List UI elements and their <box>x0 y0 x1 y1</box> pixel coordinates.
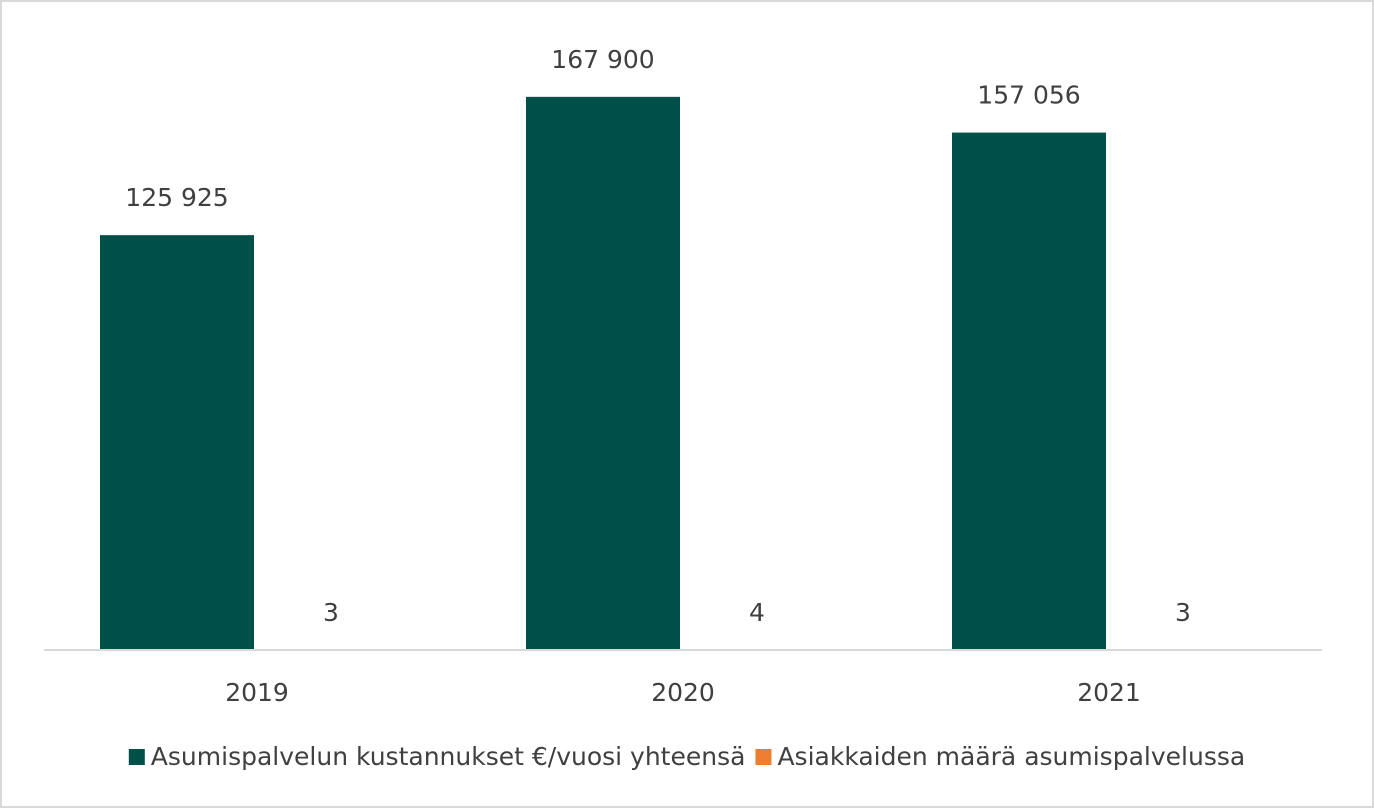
data-label: 4 <box>749 598 765 627</box>
legend-swatch <box>755 749 772 765</box>
x-tick-label: 2021 <box>1077 678 1141 707</box>
data-label: 167 900 <box>551 45 654 74</box>
legend-label: Asumispalvelun kustannukset €/vuosi yhte… <box>151 742 746 771</box>
data-label: 3 <box>323 598 339 627</box>
data-label: 125 925 <box>125 183 228 212</box>
data-label: 157 056 <box>977 81 1080 110</box>
legend: Asumispalvelun kustannukset €/vuosi yhte… <box>128 742 1245 771</box>
legend-swatch <box>128 749 145 765</box>
x-tick-label: 2019 <box>225 678 289 707</box>
bar <box>952 132 1106 650</box>
bar <box>100 235 254 650</box>
x-tick-label: 2020 <box>651 678 715 707</box>
bar <box>526 96 680 650</box>
legend-label: Asiakkaiden määrä asumispalvelussa <box>777 742 1245 771</box>
data-label: 3 <box>1175 598 1191 627</box>
